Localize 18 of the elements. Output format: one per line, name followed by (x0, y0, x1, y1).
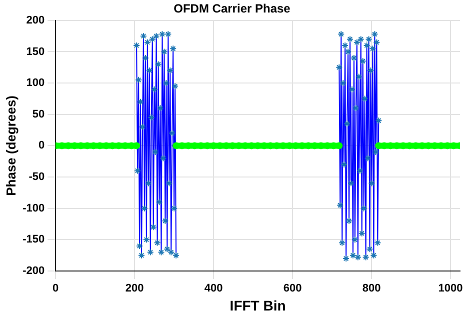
y-tick-label: 200 (26, 14, 45, 26)
y-tick-label: 0 (38, 140, 45, 152)
y-tick-label: -100 (22, 202, 45, 214)
y-axis-title: Phase (degrees) (3, 95, 18, 196)
y-tick-label: 150 (26, 46, 45, 58)
x-tick-label: 600 (283, 282, 302, 295)
y-tick-label: -50 (28, 171, 45, 184)
x-tick-label: 200 (125, 282, 144, 295)
x-tick-label: 1000 (438, 282, 463, 295)
x-axis-title: IFFT Bin (230, 297, 286, 314)
y-tick-label: -200 (22, 265, 45, 278)
chart-title: OFDM Carrier Phase (174, 2, 291, 16)
y-tick-label: -150 (22, 234, 45, 246)
y-tick-label: 100 (26, 77, 45, 90)
y-tick-label: 50 (32, 108, 45, 120)
x-tick-label: 800 (362, 282, 381, 295)
x-tick-label: 400 (204, 282, 223, 295)
x-tick-label: 0 (52, 282, 59, 295)
